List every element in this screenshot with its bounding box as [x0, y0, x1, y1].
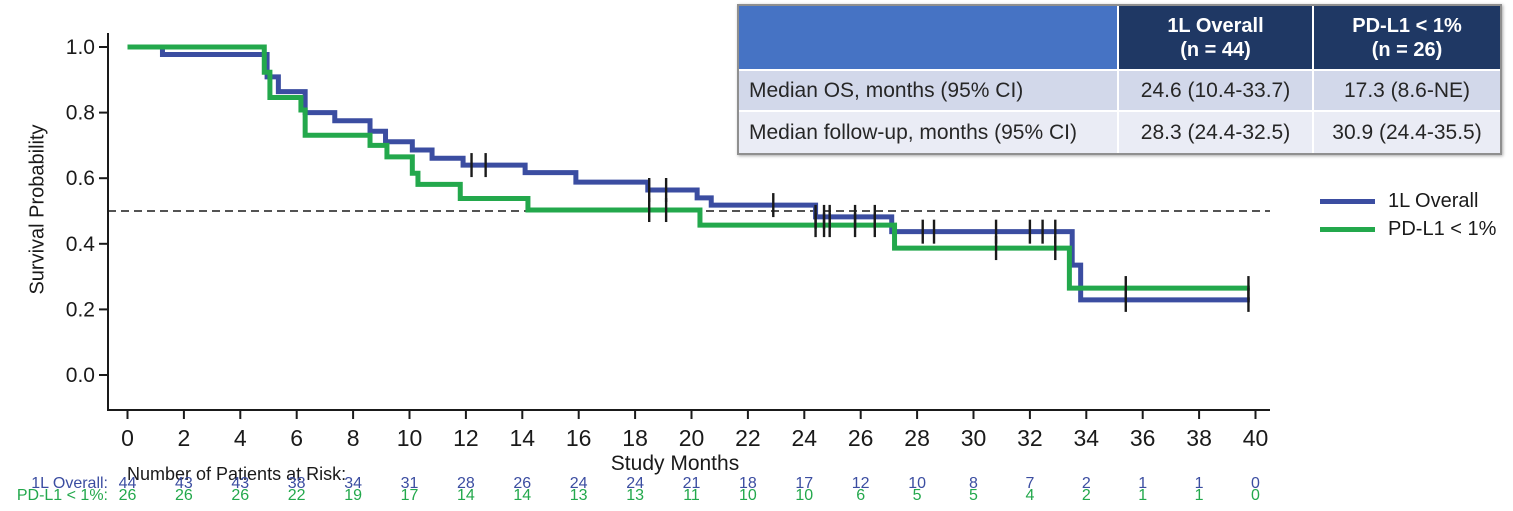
stats-header-pdl1-title: PD-L1 < 1% — [1352, 14, 1462, 37]
y-tick-label: 1.0 — [66, 36, 95, 59]
y-tick-label: 0.2 — [66, 298, 95, 321]
risk-value: 0 — [1251, 475, 1260, 492]
risk-value: 8 — [969, 475, 978, 492]
risk-value: 10 — [908, 475, 926, 492]
x-tick-label: 20 — [679, 425, 705, 451]
risk-value: 2 — [1081, 475, 1091, 492]
stats-header-empty-cell — [739, 6, 1117, 69]
x-tick-label: 28 — [904, 425, 930, 451]
x-tick-label: 2 — [178, 425, 191, 451]
x-tick-label: 38 — [1186, 425, 1212, 451]
risk-value: 34 — [344, 475, 362, 492]
y-tick-label: 0.4 — [66, 233, 96, 256]
risk-value: 1 — [1194, 487, 1204, 504]
risk-value: 24 — [626, 475, 644, 492]
stats-row-followup-pdl1: 30.9 (24.4-35.5) — [1314, 112, 1500, 153]
risk-value: 38 — [287, 475, 306, 492]
risk-value: 14 — [513, 487, 532, 504]
stats-row-followup-label: Median follow-up, months (95% CI) — [739, 112, 1117, 153]
risk-value: 1 — [1194, 475, 1204, 492]
risk-value: 6 — [856, 487, 866, 504]
x-tick-label: 36 — [1130, 425, 1156, 451]
x-tick-label: 26 — [848, 425, 874, 451]
stats-header-pdl1: PD-L1 < 1% (n = 26) — [1314, 6, 1500, 69]
risk-value: 13 — [626, 487, 644, 504]
x-tick-label: 12 — [453, 425, 479, 451]
risk-value: 10 — [795, 487, 814, 504]
risk-row-label-pdl1: PD-L1 < 1%: — [16, 487, 108, 504]
risk-value: 22 — [287, 487, 306, 504]
risk-value: 10 — [738, 487, 757, 504]
risk-value: 11 — [683, 487, 700, 504]
x-tick-label: 30 — [961, 425, 987, 451]
risk-value: 14 — [456, 487, 475, 504]
x-tick-label: 22 — [735, 425, 761, 451]
x-tick-label: 16 — [566, 425, 592, 451]
y-axis-title: Survival Probability — [26, 124, 49, 295]
legend-label-overall: 1L Overall — [1388, 190, 1479, 212]
risk-value: 17 — [400, 487, 419, 504]
x-tick-label: 24 — [792, 425, 818, 451]
risk-value: 18 — [738, 475, 757, 492]
stats-header-overall-n: (n = 44) — [1180, 38, 1251, 61]
risk-value: 26 — [231, 487, 250, 504]
stats-row-median-os-pdl1: 17.3 (8.6-NE) — [1314, 71, 1500, 110]
x-tick-label: 34 — [1074, 425, 1100, 451]
risk-value: 26 — [118, 487, 137, 504]
risk-value: 28 — [456, 475, 475, 492]
x-axis-title: Study Months — [610, 452, 740, 475]
stats-header-overall-title: 1L Overall — [1167, 14, 1264, 37]
risk-table-title: Number of Patients at Risk: — [127, 464, 347, 484]
x-tick-label: 6 — [290, 425, 303, 451]
risk-row-label-overall: 1L Overall: — [31, 475, 108, 492]
km-curve-overall — [127, 44, 1250, 303]
risk-value: 21 — [682, 475, 701, 492]
risk-value: 5 — [912, 487, 922, 504]
x-tick-label: 10 — [397, 425, 423, 451]
risk-value: 1 — [1138, 475, 1148, 492]
legend-label-pdl1: PD-L1 < 1% — [1388, 218, 1497, 240]
overall-line-swatch — [1320, 199, 1375, 204]
y-tick-label: 0.6 — [66, 167, 95, 190]
risk-value: 7 — [1025, 475, 1035, 492]
risk-value: 4 — [1025, 487, 1035, 504]
risk-value: 19 — [344, 487, 362, 504]
stats-row-median-os-label: Median OS, months (95% CI) — [739, 71, 1117, 110]
stats-row-median-os-overall: 24.6 (10.4-33.7) — [1119, 71, 1312, 110]
risk-value: 1 — [1138, 487, 1148, 504]
risk-value: 26 — [513, 475, 532, 492]
risk-value: 44 — [118, 475, 137, 492]
y-tick-label: 0.0 — [66, 364, 95, 387]
x-tick-label: 18 — [622, 425, 648, 451]
y-tick-label: 0.8 — [66, 102, 95, 125]
x-tick-label: 32 — [1017, 425, 1043, 451]
x-tick-label: 8 — [347, 425, 360, 451]
risk-value: 26 — [174, 487, 193, 504]
pdl1-line-swatch — [1320, 227, 1375, 232]
risk-value: 31 — [400, 475, 419, 492]
risk-value: 12 — [851, 475, 870, 492]
x-tick-label: 0 — [121, 425, 134, 451]
stats-header-pdl1-n: (n = 26) — [1371, 38, 1443, 61]
stats-header-overall: 1L Overall (n = 44) — [1119, 6, 1312, 69]
risk-value: 5 — [969, 487, 978, 504]
risk-value: 43 — [174, 475, 193, 492]
stats-row-followup-overall: 28.3 (24.4-32.5) — [1119, 112, 1312, 153]
risk-value: 24 — [569, 475, 588, 492]
risk-value: 13 — [569, 487, 588, 504]
x-tick-label: 4 — [234, 425, 247, 451]
x-tick-label: 14 — [510, 425, 536, 451]
risk-value: 17 — [795, 475, 814, 492]
km-curve-pdl1 — [127, 44, 1250, 291]
stats-table: 1L Overall (n = 44) PD-L1 < 1% (n = 26) … — [737, 4, 1502, 155]
risk-value: 0 — [1251, 487, 1260, 504]
x-tick-label: 40 — [1243, 425, 1269, 451]
risk-value: 43 — [231, 475, 250, 492]
risk-value: 2 — [1081, 487, 1091, 504]
